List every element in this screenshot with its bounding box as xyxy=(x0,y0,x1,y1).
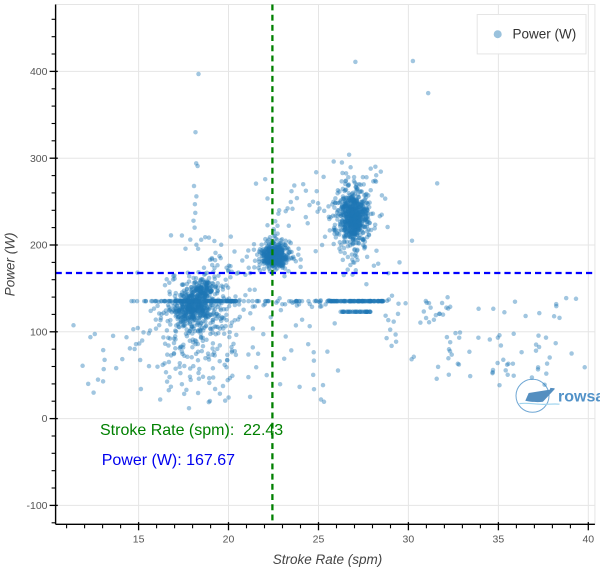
svg-text:rowsa: rowsa xyxy=(558,389,600,406)
svg-text:30: 30 xyxy=(403,534,415,546)
svg-text:Stroke Rate (spm): 22.43: Stroke Rate (spm): 22.43 xyxy=(100,422,283,439)
svg-text:Power (W): Power (W) xyxy=(513,27,577,42)
svg-text:400: 400 xyxy=(30,66,48,78)
svg-text:25: 25 xyxy=(313,534,325,546)
svg-text:15: 15 xyxy=(133,534,145,546)
svg-text:-100: -100 xyxy=(26,500,47,512)
svg-text:20: 20 xyxy=(223,534,235,546)
svg-text:Power (W): Power (W) xyxy=(3,233,18,297)
svg-text:200: 200 xyxy=(30,240,48,252)
svg-text:Power (W): 167.67: Power (W): 167.67 xyxy=(102,452,235,469)
svg-text:40: 40 xyxy=(582,534,594,546)
svg-text:100: 100 xyxy=(30,326,48,338)
svg-text:0: 0 xyxy=(42,413,48,425)
svg-text:35: 35 xyxy=(493,534,505,546)
svg-text:Stroke Rate (spm): Stroke Rate (spm) xyxy=(273,552,383,567)
svg-text:300: 300 xyxy=(30,153,48,165)
